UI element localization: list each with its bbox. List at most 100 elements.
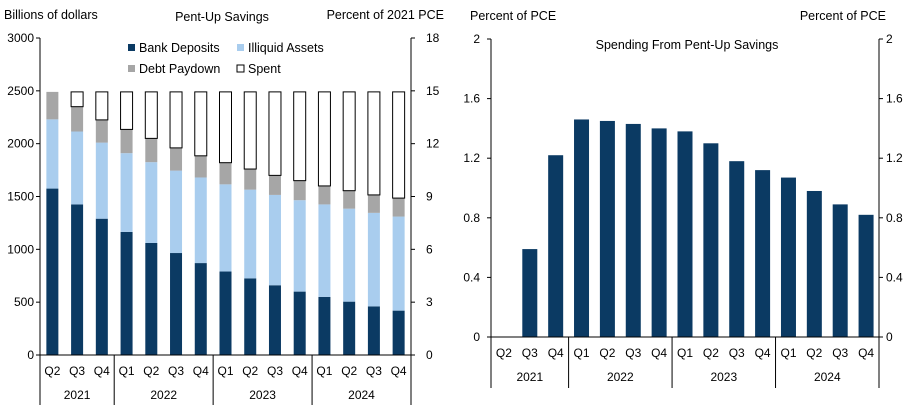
year-label: 2024: [814, 370, 841, 384]
bar-segment-bank-deposits: [46, 188, 59, 355]
x-tick-label: Q3: [366, 364, 382, 378]
bar-segment-spent: [243, 91, 257, 170]
bar: [599, 120, 615, 337]
bar: [780, 177, 796, 337]
right-tick-label: 12: [426, 137, 440, 151]
bar-segment-illiquid-assets: [95, 142, 108, 219]
bar-segment-bank-deposits: [120, 231, 133, 355]
bar-segment-debt-paydown: [343, 190, 356, 209]
bar-segment-debt-paydown: [145, 138, 158, 163]
bar-segment-debt-paydown: [170, 147, 183, 171]
bar-segment-bank-deposits: [318, 296, 331, 355]
bar-segment-bank-deposits: [145, 242, 158, 355]
x-tick-label: Q3: [832, 346, 848, 360]
bar-segment-spent: [95, 91, 109, 121]
bar-segment-illiquid-assets: [343, 208, 356, 302]
x-tick-label: Q1: [119, 364, 135, 378]
bar: [651, 128, 667, 337]
bar-segment-debt-paydown: [95, 119, 108, 143]
left-tick-label: 2500: [7, 84, 34, 98]
year-label: 2024: [348, 388, 375, 402]
bar-segment-illiquid-assets: [392, 216, 405, 311]
bar-segment-illiquid-assets: [120, 153, 133, 232]
right-tick-label: 0.4: [886, 270, 903, 284]
bar-segment-bank-deposits: [170, 253, 183, 355]
bar-segment-spent: [342, 91, 356, 192]
x-tick-label: Q1: [573, 346, 589, 360]
bar: [574, 119, 590, 338]
bar-segment-illiquid-assets: [145, 162, 158, 243]
bar-segment-spent: [392, 91, 406, 199]
bar: [858, 214, 874, 337]
right-chart-title: Spending From Pent-Up Savings: [596, 38, 779, 52]
bar-segment-spent: [293, 91, 307, 182]
bar-segment-spent: [70, 91, 84, 108]
x-tick-label: Q2: [143, 364, 159, 378]
bar-segment-bank-deposits: [293, 291, 306, 355]
right-tick-label: 15: [426, 84, 440, 98]
year-label: 2021: [64, 388, 91, 402]
x-tick-label: Q3: [69, 364, 85, 378]
x-tick-label: Q2: [242, 364, 258, 378]
bar-segment-bank-deposits: [71, 204, 84, 355]
right-tick-label: 0: [886, 330, 893, 344]
bar-segment-debt-paydown: [392, 198, 405, 217]
bar-segment-spent: [194, 91, 208, 157]
legend-swatch: [236, 64, 245, 73]
bar-segment-illiquid-assets: [244, 189, 257, 279]
bar-segment-debt-paydown: [194, 155, 207, 178]
bar-segment-illiquid-assets: [367, 212, 380, 307]
right-tick-label: 0: [426, 348, 433, 362]
right-tick-label: 3: [426, 295, 433, 309]
bar: [755, 170, 771, 337]
bar-segment-bank-deposits: [95, 218, 108, 355]
legend: Bank Deposits Illiquid Assets Debt Paydown…: [128, 41, 324, 76]
chart-title: Pent-Up Savings: [175, 10, 269, 24]
bar: [548, 155, 564, 337]
legend-swatch: [128, 65, 135, 72]
bar-segment-bank-deposits: [367, 306, 380, 355]
bar: [522, 249, 538, 337]
x-tick-label: Q1: [677, 346, 693, 360]
year-label: 2022: [150, 388, 177, 402]
bar-segment-spent: [169, 91, 183, 149]
bar-segment-bank-deposits: [392, 310, 405, 355]
bar: [677, 131, 693, 337]
bar-segment-illiquid-assets: [268, 194, 281, 286]
legend-swatch: [237, 44, 244, 51]
legend-label: Illiquid Assets: [248, 41, 324, 55]
bar-segment-illiquid-assets: [71, 131, 84, 205]
right-axis-label: Percent of 2021 PCE: [327, 8, 444, 22]
x-tick-label: Q3: [522, 346, 538, 360]
x-tick-label: Q1: [316, 364, 332, 378]
bar-segment-bank-deposits: [268, 285, 281, 355]
bar-segment-debt-paydown: [71, 106, 84, 132]
left-tick-label: 1500: [7, 190, 34, 204]
bar-segment-illiquid-assets: [194, 177, 207, 264]
x-tick-label: Q1: [217, 364, 233, 378]
x-tick-label: Q4: [651, 346, 667, 360]
right-tick-label: 0.8: [886, 211, 903, 225]
year-label: 2023: [710, 370, 737, 384]
bar-segment-spent: [120, 91, 134, 130]
left-tick-label: 0.4: [463, 270, 480, 284]
x-tick-label: Q4: [755, 346, 771, 360]
x-tick-label: Q3: [625, 346, 641, 360]
x-tick-label: Q2: [496, 346, 512, 360]
right-chart-right-axis-label: Percent of PCE: [800, 9, 886, 23]
bar-segment-debt-paydown: [367, 194, 380, 213]
bar-segment-illiquid-assets: [170, 170, 183, 254]
bar-segment-illiquid-assets: [46, 119, 59, 189]
bar-segment-debt-paydown: [318, 185, 331, 205]
right-tick-label: 1.6: [886, 92, 903, 106]
bar: [703, 143, 719, 337]
x-tick-label: Q2: [44, 364, 60, 378]
bar-segment-bank-deposits: [194, 263, 207, 355]
x-tick-label: Q1: [780, 346, 796, 360]
bar: [832, 204, 848, 337]
left-axis-label: Billions of dollars: [4, 8, 98, 22]
left-tick-label: 1.6: [463, 92, 480, 106]
left-tick-label: 3000: [7, 31, 34, 45]
x-tick-label: Q4: [94, 364, 110, 378]
left-tick-label: 0: [473, 330, 480, 344]
